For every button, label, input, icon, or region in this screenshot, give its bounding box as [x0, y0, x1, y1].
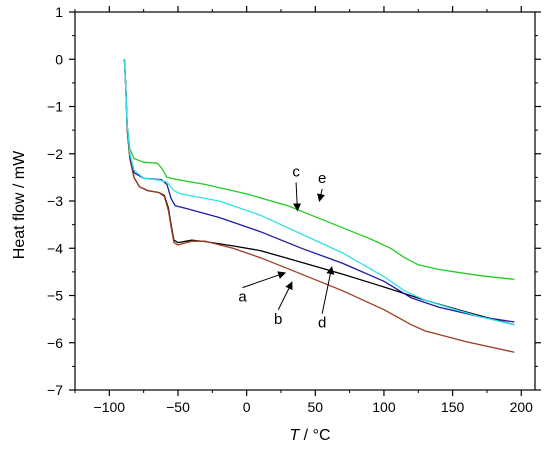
x-tick-label: −50 [166, 399, 190, 415]
x-tick-label: 150 [441, 399, 465, 415]
series-lines [123, 59, 515, 353]
annotation-arrow-d [321, 266, 335, 314]
annotation-label-d: d [318, 315, 326, 332]
series-line-d [123, 59, 515, 323]
annotation-arrow-e [317, 188, 325, 202]
y-tick-label: −1 [47, 99, 63, 115]
series-line-b [123, 59, 515, 353]
axis-tick-labels: −100 −50 0 50 100 150 200 −7 −6 −5 −4 −3 −2 −1 0 1 [47, 4, 533, 415]
axis-ticks [69, 6, 541, 396]
series-line-a [123, 59, 515, 326]
y-tick-label: −5 [47, 288, 63, 304]
x-axis-title: T / °C [289, 427, 330, 444]
series-line-c [123, 59, 515, 281]
y-tick-label: −3 [47, 193, 63, 209]
plot-frame [74, 11, 536, 391]
curve-annotations: a b c d e [238, 163, 335, 332]
y-tick-label: −2 [47, 146, 63, 162]
x-tick-label: 200 [510, 399, 534, 415]
annotation-label-b: b [274, 311, 282, 328]
annotation-label-c: c [292, 163, 300, 180]
y-axis-title: Heat flow / mW [11, 150, 28, 259]
y-tick-label: −7 [47, 382, 63, 398]
annotation-arrow-b [277, 281, 293, 311]
annotation-label-e: e [318, 170, 326, 187]
y-tick-label: −4 [47, 240, 63, 256]
x-tick-label: 50 [308, 399, 324, 415]
y-tick-label: 0 [55, 51, 63, 67]
x-tick-label: 0 [243, 399, 251, 415]
annotation-arrow-c [293, 182, 302, 212]
annotation-arrow-a [242, 271, 287, 289]
annotation-label-a: a [238, 289, 247, 306]
x-tick-label: −100 [94, 399, 126, 415]
series-line-e [123, 59, 515, 326]
plot-border [74, 11, 536, 391]
y-tick-label: −6 [47, 335, 63, 351]
y-tick-label: 1 [55, 4, 63, 20]
x-tick-label: 100 [372, 399, 396, 415]
